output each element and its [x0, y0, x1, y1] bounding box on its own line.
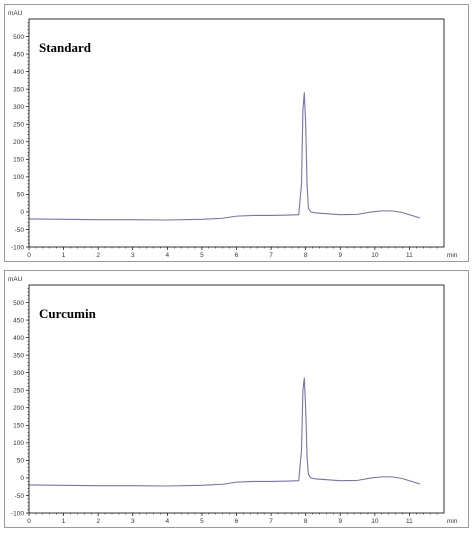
chromatogram-standard: -100 -50 0 50 100 150 200 250 300 350 400 450 500 0 1 2… [8, 10, 458, 259]
x-tick-label: 1 [62, 518, 66, 525]
x-tick-label: 4 [166, 252, 170, 259]
y-tick-label: 50 [17, 192, 25, 199]
y-tick-label: -50 [15, 227, 25, 234]
y-tick-label: 300 [13, 370, 24, 377]
y-tick-label: 300 [13, 104, 24, 111]
y-tick-label: 350 [13, 86, 24, 93]
y-tick-label: 0 [20, 209, 24, 216]
y-tick-label: 200 [13, 405, 24, 412]
x-tick-label: 0 [27, 518, 31, 525]
y-tick-label: 250 [13, 388, 24, 395]
x-tick-label: 7 [269, 518, 273, 525]
x-tick-label: 6 [235, 252, 239, 259]
x-axis-unit: min [447, 252, 458, 259]
y-tick-label: 350 [13, 352, 24, 359]
x-tick-label: 8 [304, 518, 308, 525]
y-tick-label: 150 [13, 423, 24, 430]
chart-title: Standard [39, 40, 92, 55]
y-tick-label: -100 [11, 244, 24, 251]
x-tick-label: 10 [371, 518, 379, 525]
x-tick-label: 4 [166, 518, 170, 525]
y-tick-label: 250 [13, 122, 24, 129]
x-tick-label: 7 [269, 252, 273, 259]
y-tick-label: 100 [13, 440, 24, 447]
x-tick-label: 5 [200, 252, 204, 259]
y-axis-unit: mAU [8, 10, 23, 17]
y-tick-label: -100 [11, 510, 24, 517]
chromatogram-trace [28, 377, 420, 487]
x-tick-label: 6 [235, 518, 239, 525]
y-tick-label: 50 [17, 458, 25, 465]
x-tick-label: 11 [406, 518, 413, 525]
chromatogram-standard-panel: -100 -50 0 50 100 150 200 250 300 350 400 450 500 0 1 2… [4, 4, 469, 262]
y-tick-label: 450 [13, 317, 24, 324]
chart-title: Curcumin [39, 306, 97, 321]
x-tick-label: 8 [304, 252, 308, 259]
x-tick-label: 10 [371, 252, 379, 259]
y-tick-label: 500 [13, 34, 24, 41]
y-tick-label: 500 [13, 300, 24, 307]
x-axis-unit: min [447, 518, 458, 525]
chromatogram-trace [28, 92, 420, 221]
y-tick-label: 450 [13, 51, 24, 58]
x-tick-label: 1 [62, 252, 66, 259]
x-tick-label: 11 [406, 252, 413, 259]
y-tick-label: 150 [13, 157, 24, 164]
x-tick-label: 2 [96, 518, 100, 525]
y-tick-label: -50 [15, 493, 25, 500]
y-axis-unit: mAU [8, 276, 23, 283]
x-tick-label: 9 [338, 252, 342, 259]
x-tick-label: 0 [27, 252, 31, 259]
x-tick-label: 3 [131, 518, 135, 525]
y-tick-label: 400 [13, 335, 24, 342]
y-tick-label: 0 [20, 475, 24, 482]
y-tick-label: 200 [13, 139, 24, 146]
y-tick-label: 100 [13, 174, 24, 181]
plot-frame [28, 18, 445, 248]
chromatogram-curcumin: -100 -50 0 50 100 150 200 250 300 350 400 450 500 0 1 2… [8, 276, 458, 525]
x-tick-label: 3 [131, 252, 135, 259]
x-tick-label: 9 [338, 518, 342, 525]
y-tick-label: 400 [13, 69, 24, 76]
x-tick-label: 5 [200, 518, 204, 525]
x-tick-label: 2 [96, 252, 100, 259]
chromatogram-curcumin-panel: -100 -50 0 50 100 150 200 250 300 350 400 450 500 0 1 2… [4, 270, 469, 528]
